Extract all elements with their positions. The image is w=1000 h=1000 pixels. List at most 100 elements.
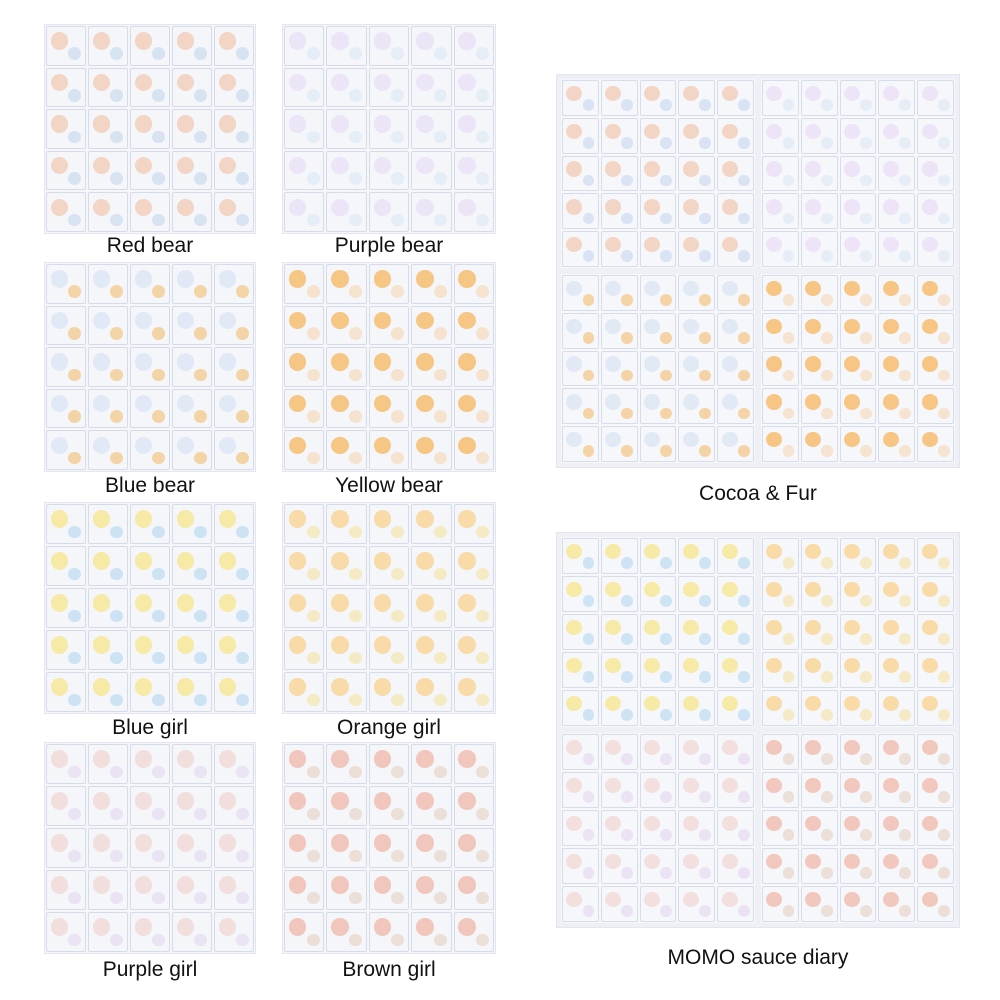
sticker-cell [839, 772, 877, 808]
sticker-cell [368, 828, 410, 868]
sticker-cell [214, 26, 254, 66]
sticker-cell [839, 734, 877, 770]
sticker-cell [600, 576, 638, 612]
sticker-cell [368, 192, 410, 232]
sticker-cell [639, 538, 677, 574]
sticker-cell [800, 886, 838, 922]
sticker-cell [600, 193, 638, 230]
sticker-cell [284, 150, 325, 191]
sticker-cell [88, 150, 128, 191]
sticker-cell [214, 305, 254, 346]
sticker-cell [839, 193, 877, 230]
sticker-cell [411, 347, 452, 387]
sticker-cell [717, 350, 754, 387]
sticker-cell [639, 426, 677, 462]
sticker-cell [839, 848, 877, 884]
sticker-cell [839, 312, 877, 349]
sticker-cell [284, 786, 325, 826]
sticker-cell [800, 734, 838, 770]
sticker-cell [46, 672, 86, 712]
sticker-cell [284, 870, 325, 910]
sticker-cell [762, 231, 799, 267]
sticker-cell [284, 630, 325, 670]
sticker-cell [284, 828, 325, 868]
sticker-cell [214, 504, 254, 544]
momo-purple-girl-sheet [561, 733, 755, 923]
sticker-cell [917, 810, 954, 846]
sticker-cell [130, 672, 170, 712]
sticker-cell [46, 546, 86, 586]
sticker-cell [411, 912, 452, 952]
sticker-cell [453, 744, 494, 784]
sticker-cell [411, 264, 452, 304]
sticker-cell [411, 150, 452, 191]
sticker-cell [639, 231, 677, 267]
sticker-cell [600, 614, 638, 650]
sticker-cell [453, 588, 494, 628]
sticker-cell [839, 350, 877, 387]
sticker-cell [130, 546, 170, 586]
sticker-cell [411, 388, 452, 429]
sticker-cell [284, 109, 325, 149]
cocoa-fur-red-bear-sheet [561, 79, 755, 268]
sticker-cell [600, 538, 638, 574]
sticker-cell [411, 504, 452, 544]
sticker-cell [600, 117, 638, 154]
sticker-cell [172, 305, 212, 346]
sticker-cell [678, 810, 716, 846]
sticker-cell [130, 109, 170, 149]
sticker-cell [453, 264, 494, 304]
sticker-cell [284, 588, 325, 628]
sticker-cell [88, 430, 128, 470]
sticker-cell [639, 772, 677, 808]
sticker-cell [453, 912, 494, 952]
sticker-cell [562, 426, 599, 462]
sticker-cell [214, 264, 254, 304]
sticker-cell [600, 426, 638, 462]
sticker-cell [839, 652, 877, 688]
sticker-cell [453, 26, 494, 66]
sticker-cell [762, 576, 799, 612]
sticker-sheet-orange-girl [282, 502, 496, 714]
sticker-cell [368, 109, 410, 149]
sticker-cell [878, 117, 916, 154]
sticker-cell [46, 430, 86, 470]
sticker-cell [453, 672, 494, 712]
sticker-cell [800, 155, 838, 192]
sticker-cell [762, 117, 799, 154]
sticker-cell [130, 786, 170, 826]
sticker-cell [284, 192, 325, 232]
sticker-cell [562, 652, 599, 688]
sticker-cell [172, 912, 212, 952]
sticker-cell [214, 388, 254, 429]
sticker-cell [917, 312, 954, 349]
sticker-cell [717, 614, 754, 650]
sticker-cell [678, 350, 716, 387]
sticker-cell [800, 312, 838, 349]
sticker-cell [368, 388, 410, 429]
sticker-cell [172, 150, 212, 191]
sticker-cell [411, 828, 452, 868]
sticker-cell [800, 772, 838, 808]
sticker-cell [839, 117, 877, 154]
sticker-cell [453, 546, 494, 586]
sticker-sheet-blue-bear [44, 262, 256, 472]
sticker-cell [326, 264, 367, 304]
sticker-cell [917, 193, 954, 230]
sticker-cell [600, 734, 638, 770]
sticker-cell [717, 275, 754, 311]
sticker-cell [214, 347, 254, 387]
momo-blue-girl-sheet [561, 537, 755, 727]
sticker-cell [717, 810, 754, 846]
label-orange-girl: Orange girl [337, 716, 441, 739]
sticker-cell [46, 870, 86, 910]
sticker-cell [678, 772, 716, 808]
sticker-cell [917, 690, 954, 726]
sticker-cell [878, 614, 916, 650]
sticker-cell [639, 886, 677, 922]
sticker-cell [839, 576, 877, 612]
sticker-cell [172, 588, 212, 628]
label-blue-girl: Blue girl [112, 716, 188, 739]
sticker-cell [917, 772, 954, 808]
sticker-cell [562, 538, 599, 574]
